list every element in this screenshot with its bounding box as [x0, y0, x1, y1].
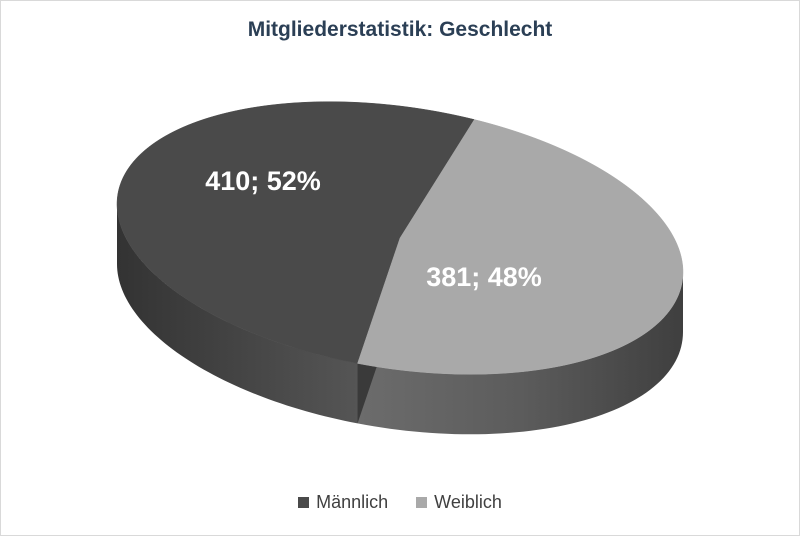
legend-label-maennlich: Männlich [316, 492, 389, 512]
pie-slice-weiblich [357, 119, 684, 375]
pie-wall-maennlich [117, 204, 358, 424]
legend-item-maennlich: Männlich [298, 492, 388, 513]
legend: Männlich Weiblich [0, 492, 800, 513]
legend-label-weiblich: Weiblich [434, 492, 502, 512]
data-label-weiblich: 381; 48% [426, 262, 542, 292]
chart-title: Mitgliederstatistik: Geschlecht [247, 18, 553, 41]
legend-item-weiblich: Weiblich [416, 492, 502, 513]
legend-swatch-weiblich [416, 497, 428, 508]
pie-wall-weiblich [357, 271, 683, 435]
pie-slice-maennlich [116, 101, 475, 364]
legend-swatch-maennlich [298, 497, 310, 508]
data-label-maennlich: 410; 52% [205, 166, 321, 196]
